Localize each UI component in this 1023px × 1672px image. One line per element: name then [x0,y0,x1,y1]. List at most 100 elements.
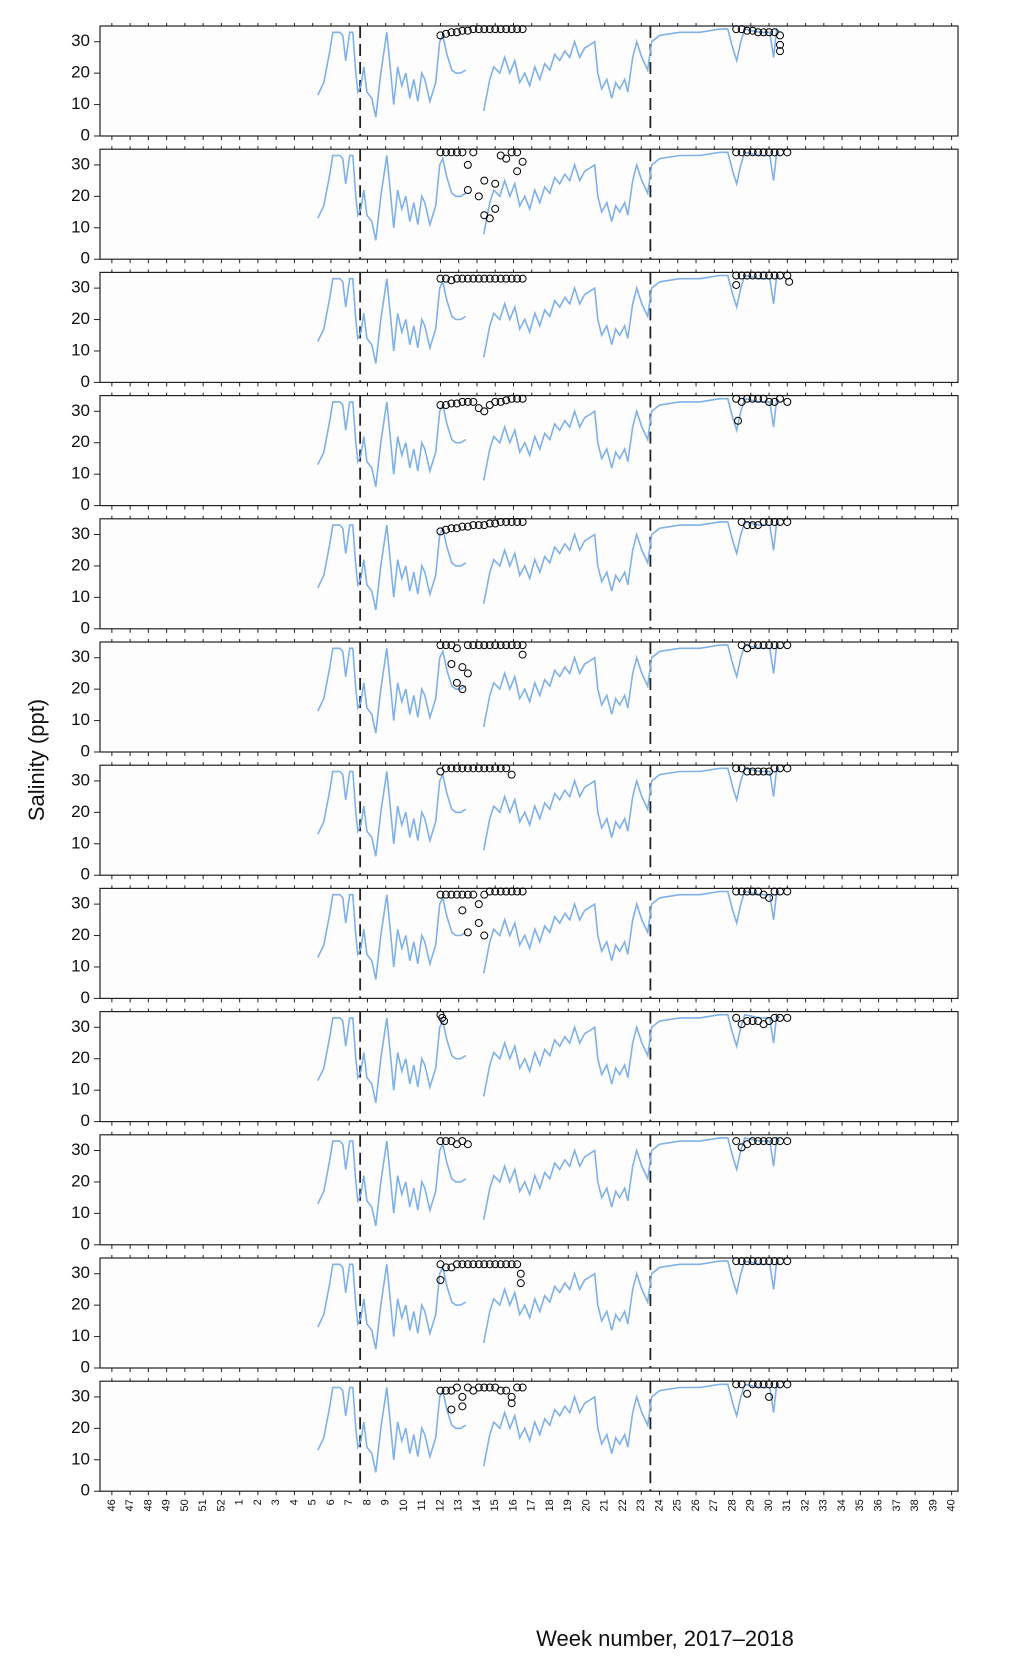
x-tick-label: 32 [799,1499,811,1511]
observation-point [496,764,505,773]
observation-point [743,1257,752,1266]
observation-point [765,1380,774,1389]
observation-point [754,1380,763,1389]
observation-point [748,767,757,776]
observation-point [485,25,494,34]
salinity-line [317,889,781,980]
x-tick-label: 1 [234,1499,246,1505]
observation-point [463,641,472,650]
observation-point [441,274,450,283]
observation-point [743,521,752,530]
observation-point [463,26,472,35]
observation-point [743,1017,752,1026]
observation-point [480,1260,489,1269]
observation-point [502,887,511,896]
observation-point [507,887,516,896]
observation-point [496,1260,505,1269]
observation-point [463,160,472,169]
observation-point [436,401,445,410]
observation-point [737,1380,746,1389]
observation-point [469,274,478,283]
observation-point [748,1380,757,1389]
observation-point [765,1257,774,1266]
observation-point [441,525,450,534]
observation-point [480,274,489,283]
y-tick-label: 20 [71,1048,90,1067]
y-tick-label: 0 [81,1111,90,1130]
observation-point [748,641,757,650]
observation-point [507,25,516,34]
x-tick-label: 34 [836,1499,848,1511]
observation-point [765,1392,774,1401]
observation-point [447,660,456,668]
y-tick-label: 0 [81,741,90,760]
y-tick-label: 10 [71,587,90,606]
x-tick-label: 24 [653,1499,665,1511]
y-tick-label: 10 [71,217,90,236]
y-tick-label: 0 [81,249,90,268]
panel-frame [99,148,959,260]
y-tick-label: 20 [71,309,90,328]
observation-point [480,764,489,773]
x-tick-label: 28 [726,1499,738,1511]
panel-frame [99,1380,959,1492]
observation-point [770,517,779,526]
observation-point [474,274,483,283]
y-axis-label: Salinity (ppt) [24,699,49,821]
y-tick-label: 0 [81,1234,90,1253]
salinity-line [317,1012,781,1103]
observation-point [785,277,794,286]
observation-point [441,1386,450,1395]
x-tick-label: 4 [288,1499,300,1505]
y-tick-label: 30 [71,1140,90,1159]
observation-point [447,276,456,285]
observation-point [485,519,494,528]
observation-point [452,274,461,283]
observation-point [513,1260,522,1269]
panel-frame [99,518,959,630]
observation-point [447,399,456,408]
y-tick-label: 10 [71,833,90,852]
observation-point [491,204,500,213]
observation-point [754,767,763,776]
observation-point [754,1137,763,1146]
y-tick-label: 20 [71,679,90,698]
observation-point [518,887,527,896]
x-tick-label: 38 [909,1499,921,1511]
observation-point [458,663,467,672]
observation-point [765,271,774,280]
observation-point [507,517,516,526]
observation-point [485,214,494,223]
observation-point [770,1380,779,1389]
y-tick-label: 30 [71,31,90,50]
observation-point [496,641,505,650]
observation-point [732,1137,741,1146]
observation-point [441,641,450,650]
observation-point [469,1260,478,1269]
observation-point [759,767,768,776]
observation-point [754,641,763,650]
observation-point [754,148,763,157]
y-tick-label: 30 [71,770,90,789]
observation-point [748,26,757,35]
x-tick-label: 50 [179,1499,191,1511]
observation-point [765,28,774,37]
observation-point [743,148,752,157]
observation-point [770,1257,779,1266]
x-tick-label: 19 [562,1499,574,1511]
panel-frame [99,25,959,137]
panel-frame [99,1134,959,1246]
observation-point [491,25,500,34]
observation-point [447,524,456,533]
observation-point [518,1383,527,1392]
observation-point [507,1260,516,1269]
observation-point [732,764,741,773]
observation-point [770,1137,779,1146]
observation-point [783,887,792,896]
y-tick-label: 10 [71,1449,90,1468]
observation-point [783,1137,792,1146]
panel-frame [99,1257,959,1369]
observation-point [765,641,774,650]
observation-point [737,887,746,896]
